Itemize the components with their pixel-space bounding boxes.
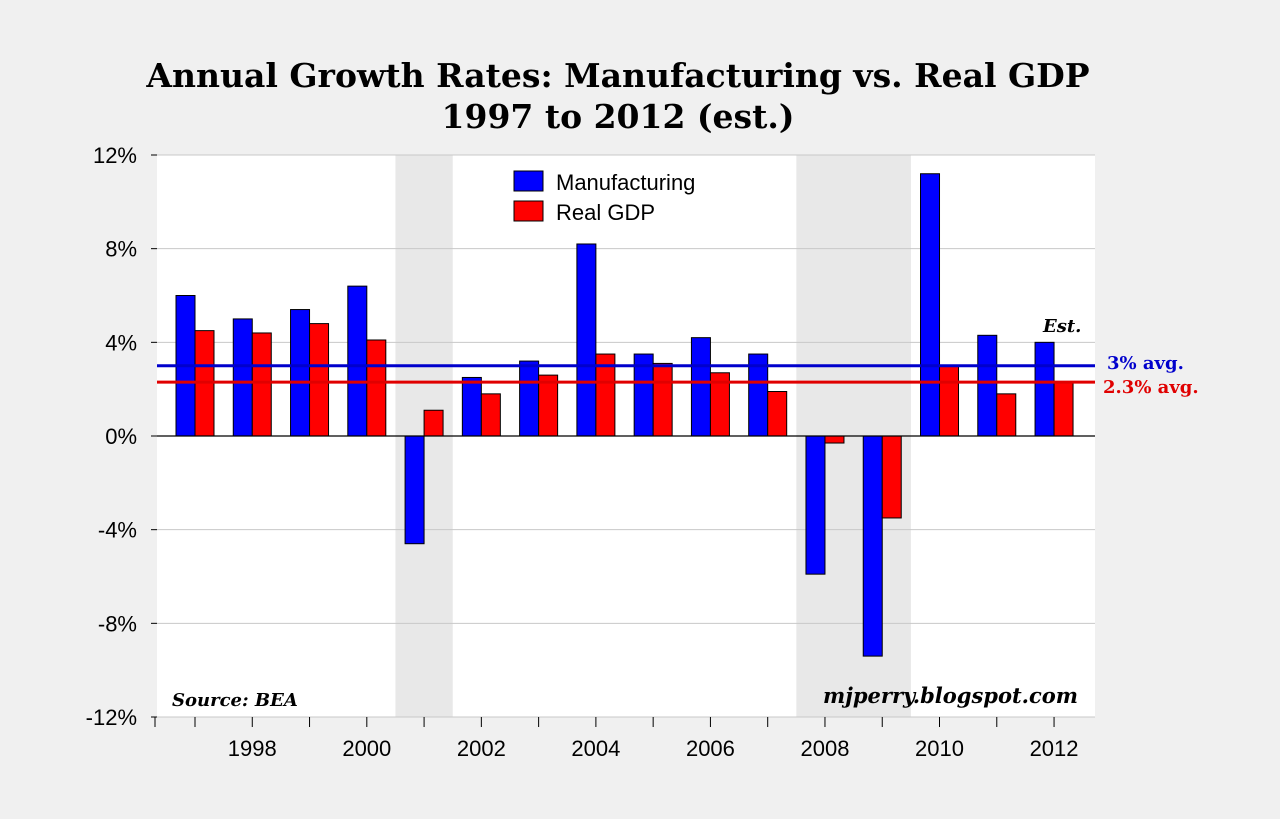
y-tick-label: -8% xyxy=(98,611,137,636)
bar-real-gdp xyxy=(309,323,330,437)
bar-manufacturing xyxy=(404,435,425,545)
avg-label-manufacturing: 3% avg. xyxy=(1107,353,1184,374)
estimate-annotation: Est. xyxy=(1042,316,1081,337)
bar-manufacturing xyxy=(977,334,998,437)
chart-title: Annual Growth Rates: Manufacturing vs. R… xyxy=(145,56,1089,95)
x-tick-label: 2008 xyxy=(800,736,849,761)
source-annotation: Source: BEA xyxy=(172,690,298,711)
chart-subtitle: 1997 to 2012 (est.) xyxy=(442,97,795,136)
y-tick-label: -12% xyxy=(86,705,137,730)
bar-real-gdp xyxy=(881,435,902,519)
bar-manufacturing xyxy=(805,435,826,575)
legend-label-manufacturing: Manufacturing xyxy=(556,170,695,195)
bar-manufacturing xyxy=(347,285,368,437)
bar-real-gdp xyxy=(652,362,673,437)
site-annotation: mjperry.blogspot.com xyxy=(823,683,1078,708)
bar-real-gdp xyxy=(939,365,960,437)
legend: Manufacturing Real GDP xyxy=(513,170,695,225)
y-tick-label: 8% xyxy=(105,237,137,262)
bar-real-gdp xyxy=(366,339,387,437)
bar-manufacturing xyxy=(232,318,253,437)
bar-manufacturing xyxy=(920,173,941,437)
x-tick-label: 2006 xyxy=(686,736,735,761)
x-tick-label: 2012 xyxy=(1030,736,1079,761)
bar-real-gdp xyxy=(480,393,501,437)
bar-manufacturing xyxy=(1034,341,1055,437)
y-tick-label: 12% xyxy=(93,143,137,168)
legend-label-real-gdp: Real GDP xyxy=(556,200,655,225)
x-tick-label: 2004 xyxy=(571,736,620,761)
y-tick-label: 4% xyxy=(105,330,137,355)
bar-manufacturing xyxy=(690,337,711,437)
bar-real-gdp xyxy=(1053,381,1074,437)
bar-manufacturing xyxy=(576,243,597,437)
bar-real-gdp xyxy=(251,332,272,437)
bar-real-gdp xyxy=(824,435,845,444)
bar-real-gdp xyxy=(996,393,1017,437)
bar-manufacturing xyxy=(519,360,540,437)
bar-manufacturing xyxy=(461,376,482,437)
bar-real-gdp xyxy=(767,391,788,437)
x-tick-label: 2002 xyxy=(457,736,506,761)
bar-manufacturing xyxy=(290,309,311,437)
legend-swatch-real-gdp xyxy=(513,200,544,222)
legend-swatch-manufacturing xyxy=(513,170,544,192)
y-tick-label: -4% xyxy=(98,518,137,543)
x-tick-label: 1998 xyxy=(228,736,277,761)
avg-label-real-gdp: 2.3% avg. xyxy=(1103,377,1199,398)
y-tick-label: 0% xyxy=(105,424,137,449)
bar-real-gdp xyxy=(423,409,444,437)
bar-real-gdp xyxy=(538,374,559,437)
x-tick-label: 2000 xyxy=(342,736,391,761)
x-tick-label: 2010 xyxy=(915,736,964,761)
bar-manufacturing xyxy=(862,435,883,657)
